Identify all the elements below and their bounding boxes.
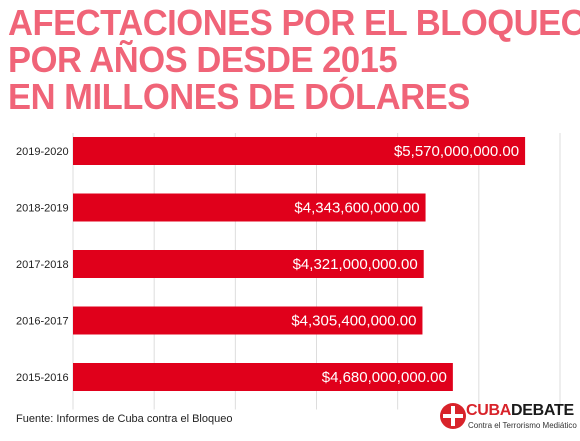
bar: [73, 363, 453, 391]
chart-title: AFECTACIONES POR EL BLOQUEO POR AÑOS DES…: [8, 2, 580, 117]
category-label: 2015-2016: [16, 372, 69, 384]
category-label: 2017-2018: [16, 259, 69, 271]
bar: [73, 306, 423, 335]
data-label: $5,570,000,000.00: [394, 143, 519, 160]
title-line-2: POR AÑOS DESDE 2015: [8, 39, 398, 80]
bars: 2019-2020 $5,570,000,000.00 2018-2019 $4,34…: [16, 137, 526, 391]
logo-emblem-icon: [440, 403, 466, 429]
logo-name: CUBADEBATE: [466, 402, 574, 420]
data-label: $4,680,000,000.00: [322, 369, 447, 386]
logo-name-cuba: CUBA: [466, 402, 512, 419]
cubadebate-logo: CUBADEBATE Contra el Terrorismo Mediátic…: [440, 400, 577, 436]
logo-tagline: Contra el Terrorismo Mediático: [468, 421, 577, 430]
logo-name-debate: DEBATE: [511, 402, 574, 419]
data-label: $4,343,600,000.00: [294, 200, 419, 217]
category-label: 2019-2020: [16, 146, 69, 158]
category-label: 2016-2017: [16, 316, 69, 328]
data-label: $4,321,000,000.00: [293, 256, 418, 273]
title-line-1: AFECTACIONES POR EL BLOQUEO: [8, 2, 580, 43]
source-note: Fuente: Informes de Cuba contra el Bloqu…: [16, 413, 233, 425]
category-label: 2018-2019: [16, 203, 69, 215]
bar: [73, 193, 426, 222]
data-label: $4,305,400,000.00: [291, 313, 416, 330]
bar: [73, 137, 526, 165]
title-line-3: EN MILLONES DE DÓLARES: [8, 76, 470, 117]
bar: [73, 250, 424, 278]
